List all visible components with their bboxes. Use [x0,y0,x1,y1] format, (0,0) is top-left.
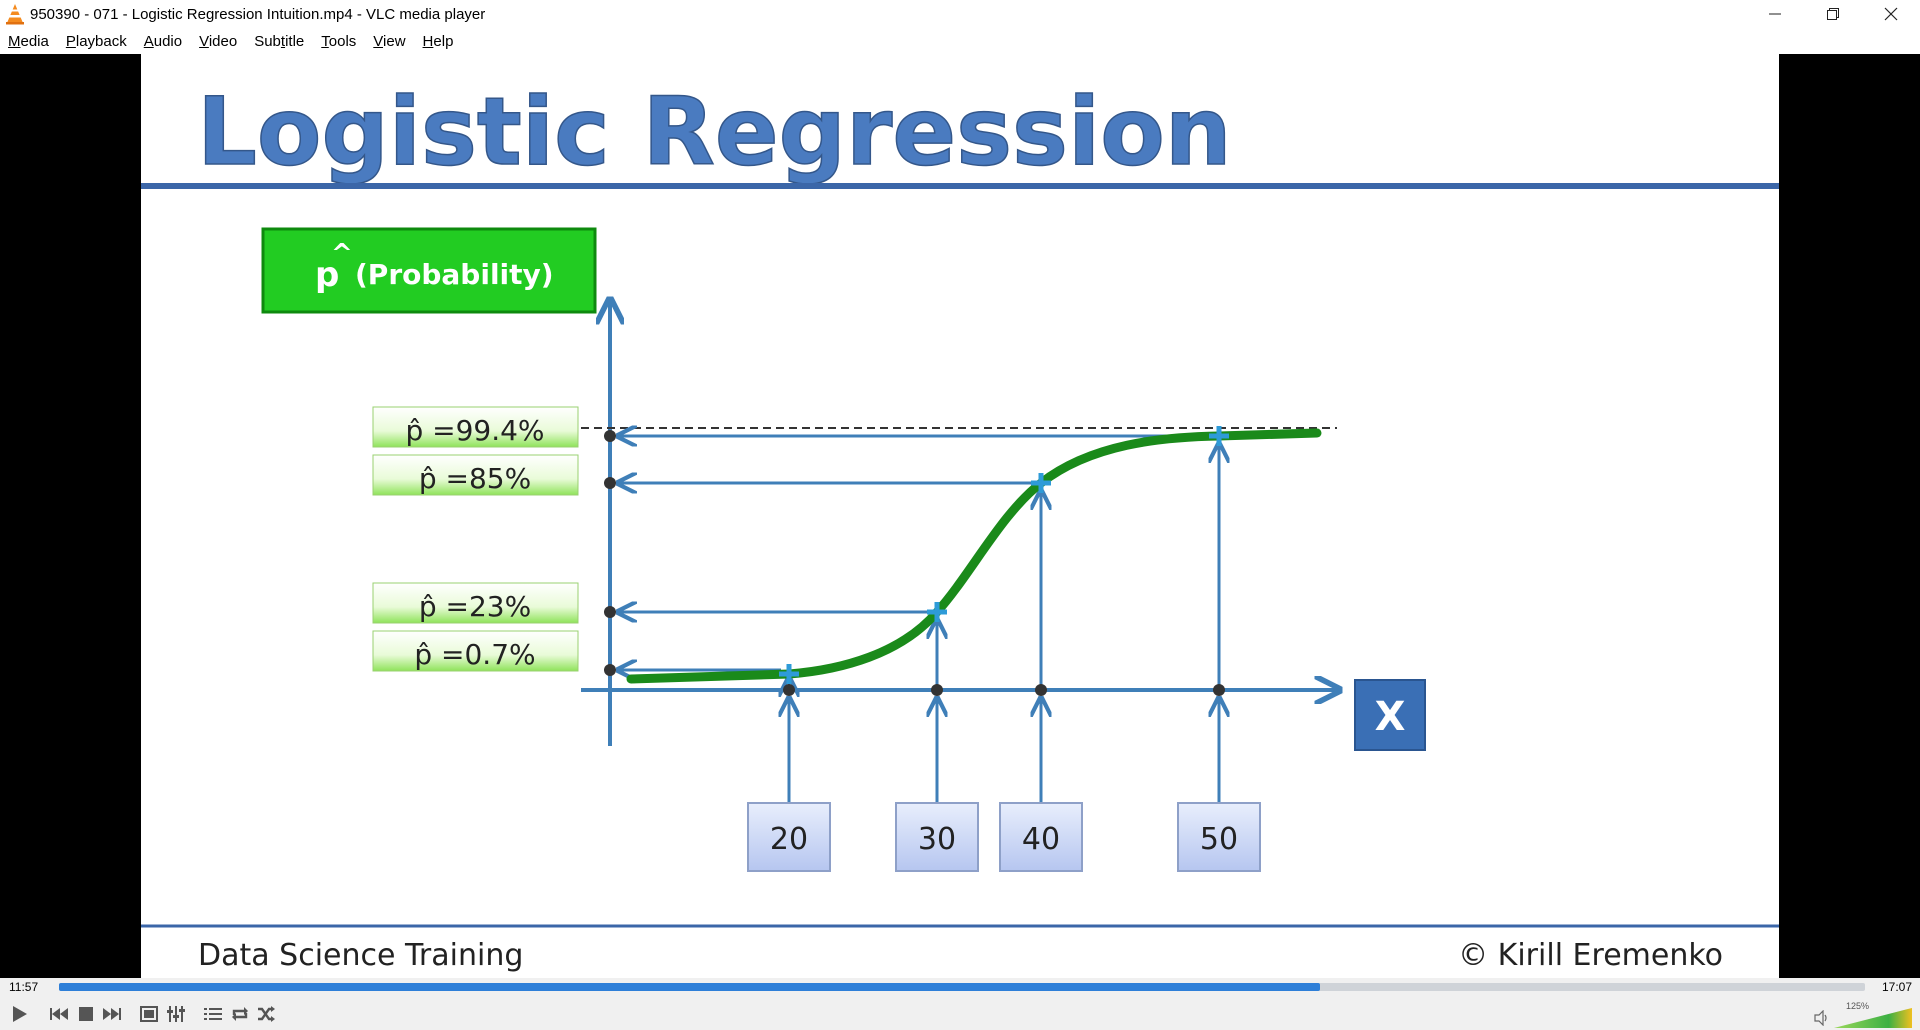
data-point-cross [1031,473,1051,493]
next-icon [103,1008,121,1020]
y-axis-label-hat: p [315,255,339,295]
speaker-icon [1814,1010,1827,1026]
shuffle-icon [258,1006,275,1022]
x-axis-label: X [1375,694,1406,740]
loop-button[interactable] [228,1002,252,1026]
x-axis-dot [1035,684,1047,696]
footer-left: Data Science Training [198,938,523,973]
x-axis-label-box [1354,679,1426,751]
window-title: 950390 - 071 - Logistic Regression Intui… [30,5,486,23]
volume-fill [1834,1008,1912,1028]
x-value-box [999,802,1083,872]
menu-video[interactable]: Video [199,32,238,50]
play-icon [13,1006,27,1022]
prev-icon [50,1008,68,1020]
stop-icon [79,1007,93,1021]
y-axis-dot [604,606,616,618]
volume-slider[interactable] [1834,1008,1912,1028]
shuffle-button[interactable] [254,1002,278,1026]
seek-bar-fill [59,983,1320,991]
p-label-box [372,454,579,496]
sigmoid-curve [626,428,1322,684]
p-label: p̂ =23% [419,590,531,623]
slide-graphic: Logistic Regression p ^ (Probability) X … [141,77,1779,973]
y-axis-dot [604,477,616,489]
p-label: p̂ =85% [419,462,531,495]
p-label: p̂ =99.4% [405,414,544,447]
seek-bar[interactable] [59,983,1865,991]
previous-button[interactable] [47,1002,71,1026]
x-axis-dot [783,684,795,696]
p-label-box [372,582,579,624]
elapsed-time: 11:57 [9,980,39,994]
fullscreen-button[interactable] [137,1002,161,1026]
minimize-button[interactable] [1746,0,1804,28]
y-axis-label-text: (Probability) [355,258,554,291]
x-value-label: 20 [770,822,808,857]
footer-right: © Kirill Eremenko [1458,938,1723,973]
fullscreen-icon [140,1006,158,1022]
extended-settings-button[interactable] [164,1002,188,1026]
extended-settings-icon [167,1006,185,1022]
menu-bar: Media Playback Audio Video Subtitle Tools View… [0,28,1920,54]
x-value-label: 30 [918,822,956,857]
title-bar: 950390 - 071 - Logistic Regression Intui… [0,0,1920,28]
x-value-box [1177,802,1261,872]
p-label-box [372,630,579,672]
close-button[interactable] [1862,0,1920,28]
volume-label: 125% [1846,1001,1870,1011]
next-button[interactable] [100,1002,124,1026]
x-value-box [895,802,979,872]
playlist-icon [204,1008,222,1020]
data-point-cross [1209,426,1229,446]
x-value-label: 50 [1200,822,1238,857]
playback-controls: 125% [0,998,1920,1030]
p-label-box [372,406,579,448]
y-axis-dot [604,664,616,676]
video-frame: Logistic Regression p ^ (Probability) X … [141,54,1779,978]
vlc-cone-icon [6,4,24,25]
close-icon [1884,7,1898,21]
total-time: 17:07 [1881,980,1912,994]
restore-icon [1827,8,1839,20]
y-axis-label-hat-mark: ^ [331,239,353,269]
slide-title: Logistic Regression [197,78,1232,187]
play-button[interactable] [6,1002,32,1026]
y-axis-label-box [261,227,597,314]
volume-control[interactable]: 125% [1814,1001,1914,1028]
restore-button[interactable] [1804,0,1862,28]
y-axis-dot [604,430,616,442]
video-area[interactable]: Logistic Regression p ^ (Probability) X … [0,54,1920,978]
minimize-icon [1769,13,1781,15]
playlist-button[interactable] [201,1002,225,1026]
x-value-label: 40 [1022,822,1060,857]
x-value-box [747,802,831,872]
menu-audio[interactable]: Audio [143,32,183,50]
menu-view[interactable]: View [373,32,406,50]
loop-icon [232,1007,248,1021]
x-axis-dot [1213,684,1225,696]
p-label: p̂ =0.7% [414,638,535,671]
menu-playback[interactable]: Playback [65,32,127,50]
menu-tools[interactable]: Tools [321,32,357,50]
data-point-cross [927,602,947,622]
seek-row: 11:57 17:07 [0,978,1920,998]
menu-help[interactable]: Help [422,32,454,50]
x-axis-dot [931,684,943,696]
stop-button[interactable] [74,1002,98,1026]
menu-media[interactable]: Media [8,32,49,50]
menu-subtitle[interactable]: Subtitle [254,32,305,50]
data-point-cross [779,664,799,684]
